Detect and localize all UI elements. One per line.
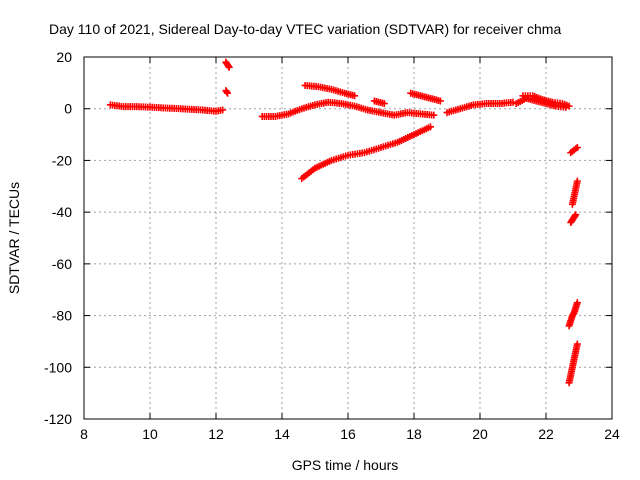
data-point: [573, 177, 581, 185]
data-points: [106, 58, 581, 387]
series-track-a: [106, 101, 227, 115]
x-tick-label: 20: [472, 426, 488, 442]
data-point: [380, 100, 388, 108]
axis-ticks: 8 10 12 14 16 18 20 22 24 20 0 -20 -40 -60 -80 -100 -120: [44, 49, 620, 442]
x-tick-label: 24: [604, 426, 620, 442]
y-tick-label: -100: [44, 359, 72, 375]
x-tick-label: 18: [406, 426, 422, 442]
data-point: [427, 123, 434, 131]
series-track-c: [222, 87, 232, 97]
x-tick-label: 14: [274, 426, 290, 442]
series-track-e: [301, 81, 359, 100]
series-track-p: [565, 340, 581, 387]
data-point: [219, 106, 227, 114]
x-tick-label: 16: [340, 426, 356, 442]
y-tick-label: 20: [56, 49, 72, 65]
x-tick-label: 12: [208, 426, 224, 442]
x-tick-label: 22: [538, 426, 554, 442]
data-point: [572, 211, 580, 219]
series-track-d: [258, 98, 438, 120]
series-track-k: [519, 92, 573, 110]
x-axis-label: GPS time / hours: [292, 457, 399, 473]
series-track-l: [567, 144, 581, 157]
y-tick-label: -40: [52, 204, 72, 220]
data-point: [573, 340, 581, 348]
data-point: [436, 97, 444, 105]
series-track-h: [298, 123, 434, 183]
x-tick-label: 8: [80, 426, 88, 442]
y-tick-label: -80: [52, 308, 72, 324]
series-track-o: [565, 299, 581, 330]
x-tick-label: 10: [142, 426, 158, 442]
data-point: [224, 62, 232, 70]
data-point: [351, 92, 359, 100]
series-track-g: [407, 89, 444, 105]
series-track-f: [370, 97, 388, 108]
y-axis-label: SDTVAR / TECUs: [6, 182, 22, 294]
data-point: [565, 102, 573, 110]
y-tick-label: -120: [44, 411, 72, 427]
data-point: [225, 63, 233, 71]
data-point: [573, 144, 581, 151]
data-point: [224, 89, 232, 97]
y-tick-label: -20: [52, 152, 72, 168]
y-tick-label: -60: [52, 256, 72, 272]
data-point: [223, 88, 231, 96]
data-point: [571, 212, 579, 220]
chart-title: Day 110 of 2021, Sidereal Day-to-day VTE…: [49, 21, 561, 37]
data-point: [430, 111, 438, 119]
data-point: [573, 299, 581, 307]
series-track-b: [222, 58, 233, 71]
series-track-m: [568, 177, 581, 208]
series-track-i: [443, 98, 517, 117]
y-tick-label: 0: [64, 101, 72, 117]
series-track-n: [567, 211, 580, 226]
